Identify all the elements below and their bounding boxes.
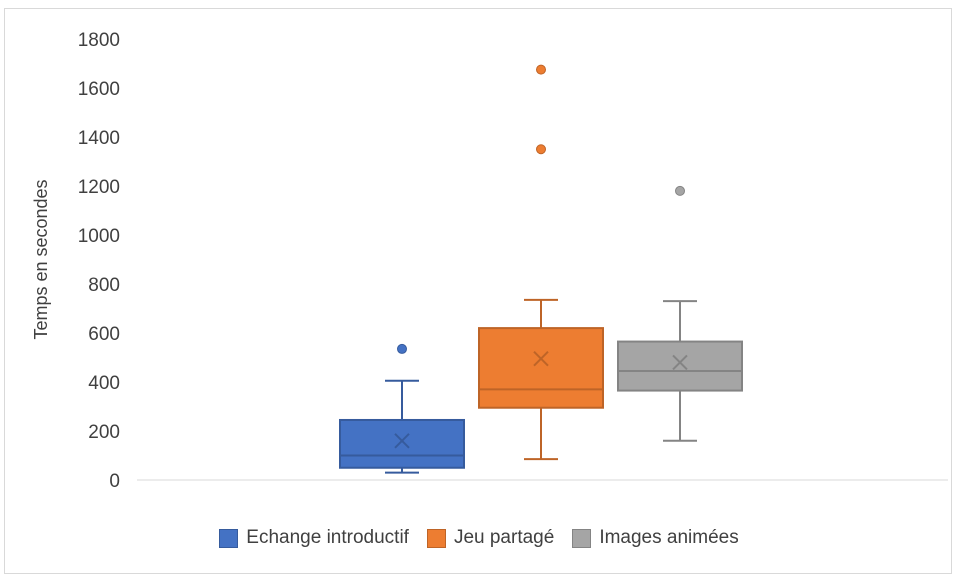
y-tick-label: 1400 [78, 128, 120, 149]
outlier-point [397, 343, 407, 354]
box-series [478, 64, 604, 461]
legend-label: Echange introductif [246, 527, 409, 548]
legend-item: Jeu partagé [426, 527, 555, 549]
y-tick-label: 1600 [78, 79, 120, 100]
y-axis-title: Temps en secondes [31, 179, 51, 339]
y-tick-label: 1800 [78, 30, 120, 51]
y-axis-ticks: 0 200 400 600 800 1000 1200 1400 1600 1800 [78, 30, 120, 492]
legend-item: Images animées [572, 527, 739, 549]
legend-label: Jeu partagé [453, 527, 555, 548]
y-tick-label: 1200 [78, 177, 120, 198]
outlier-point [536, 144, 546, 155]
legend-item: Echange introductif [219, 527, 409, 549]
mean-marker [533, 351, 549, 367]
y-tick-label: 1000 [78, 226, 120, 247]
legend-swatch [426, 528, 446, 548]
box-iqr [478, 327, 604, 409]
legend-label: Images animées [599, 527, 739, 548]
mean-marker [394, 433, 410, 449]
outlier-point [536, 64, 546, 75]
box-series [617, 185, 743, 442]
legend-swatch [572, 528, 592, 548]
y-tick-label: 800 [88, 275, 120, 296]
box-iqr [339, 418, 465, 469]
box-iqr [617, 340, 743, 392]
outlier-point [675, 185, 685, 196]
box-series-group [339, 64, 743, 474]
y-tick-label: 400 [88, 373, 120, 394]
mean-marker [672, 354, 688, 371]
y-tick-label: 600 [88, 324, 120, 345]
y-tick-label: 200 [88, 422, 120, 443]
legend-swatch [219, 528, 239, 548]
y-tick-label: 0 [109, 471, 120, 492]
box-series [339, 343, 465, 474]
legend: Echange introductif Jeu partagé Images ani… [0, 527, 958, 549]
